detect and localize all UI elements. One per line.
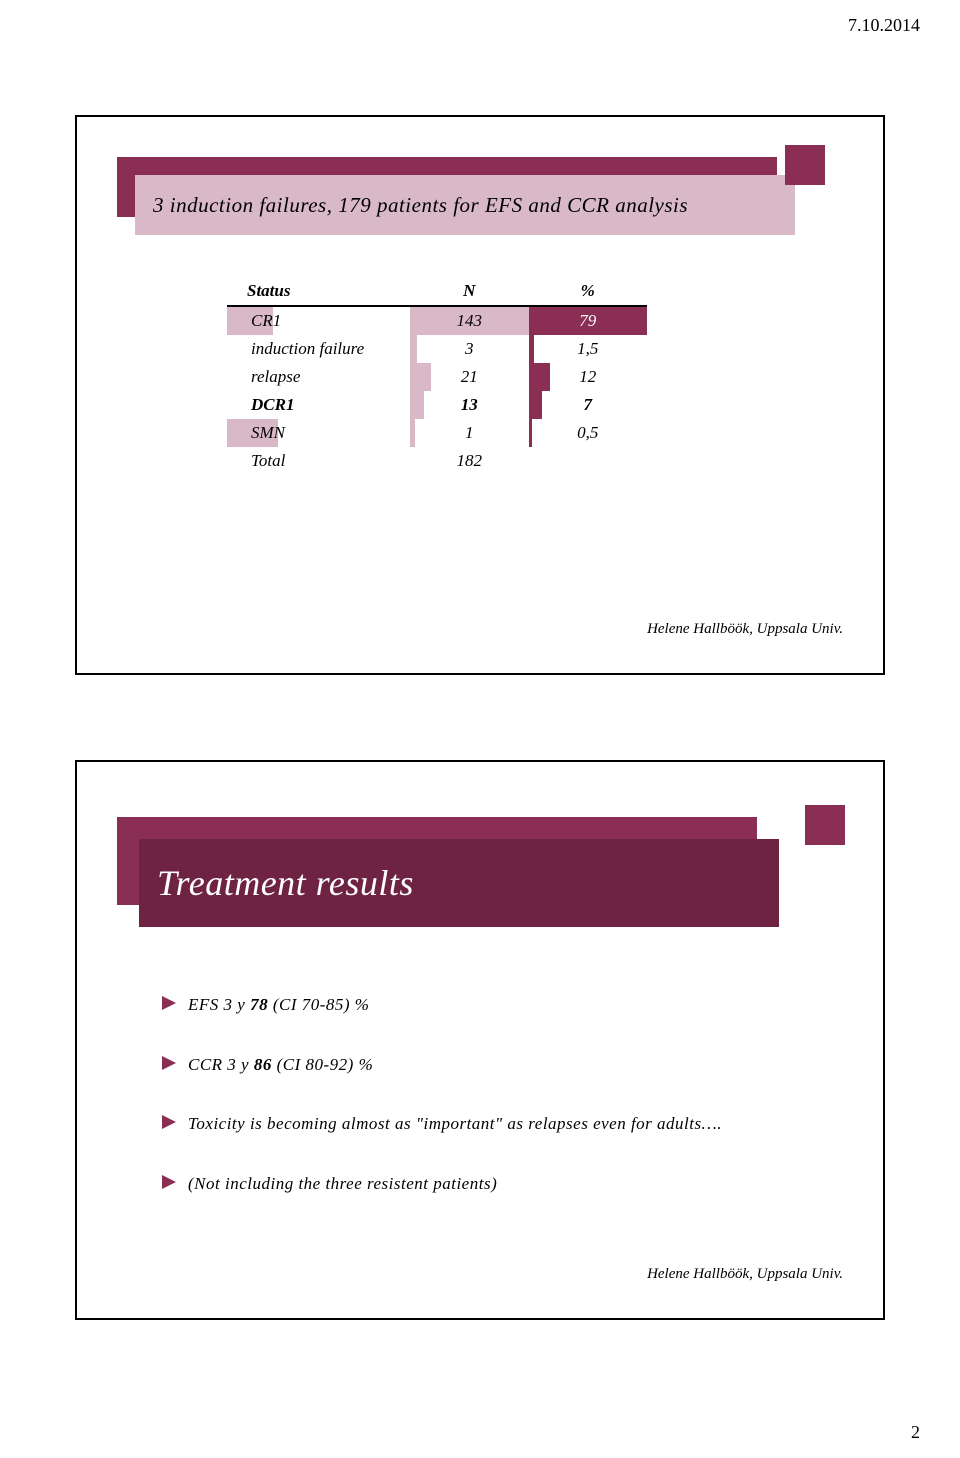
bullet-text-pre: CCR 3 y	[188, 1055, 254, 1074]
table-row: CR1 143 79	[227, 306, 647, 335]
bullet-text-post: (CI 70-85) %	[268, 995, 369, 1014]
header-status: Status	[227, 277, 410, 306]
row-label: Total	[227, 447, 410, 475]
slide2-title: Treatment results	[139, 839, 779, 927]
banner-square	[785, 145, 825, 185]
table-header-row: Status N %	[227, 277, 647, 306]
table-body: CR1 143 79 induction failure 3 1,5 relapse 21 12…	[227, 306, 647, 475]
pct-bar	[529, 391, 542, 419]
table-row: DCR1 13 7	[227, 391, 647, 419]
row-label-text: induction failure	[247, 339, 364, 359]
bullet-arrow-icon	[162, 1056, 176, 1070]
table-row: SMN 1 0,5	[227, 419, 647, 447]
row-pct: 7	[529, 391, 647, 419]
slide2-attribution: Helene Hallböök, Uppsala Univ.	[647, 1266, 843, 1283]
table-row: relapse 21 12	[227, 363, 647, 391]
n-bar	[410, 335, 417, 363]
bullet-text-pre: (Not including the three resistent patie…	[188, 1174, 497, 1193]
bullet-arrow-icon	[162, 996, 176, 1010]
row-n-text: 1	[465, 423, 474, 442]
row-pct-text: 7	[584, 395, 593, 414]
bullet-arrow-icon	[162, 1175, 176, 1189]
row-label-text: CR1	[247, 311, 281, 331]
banner-square	[805, 805, 845, 845]
row-n: 13	[410, 391, 528, 419]
row-pct: 79	[529, 306, 647, 335]
n-bar	[410, 363, 431, 391]
n-bar	[410, 419, 415, 447]
bullet-text-pre: Toxicity is becoming almost as "importan…	[188, 1114, 722, 1133]
row-n: 21	[410, 363, 528, 391]
row-n: 182	[410, 447, 528, 475]
row-pct-text: 79	[579, 311, 596, 330]
row-label-text: DCR1	[247, 395, 294, 415]
bullet-arrow-icon	[162, 1115, 176, 1129]
row-n-text: 3	[465, 339, 474, 358]
slide1-title-banner: 3 induction failures, 179 patients for E…	[117, 157, 797, 237]
row-pct-text: 12	[579, 367, 596, 386]
bullet-text: CCR 3 y 86 (CI 80-92) %	[188, 1052, 373, 1078]
row-label-text: SMN	[247, 423, 285, 443]
bullet-text: Toxicity is becoming almost as "importan…	[188, 1111, 722, 1137]
pct-bar	[529, 363, 550, 391]
bullet-text: EFS 3 y 78 (CI 70-85) %	[188, 992, 369, 1018]
row-label: DCR1	[227, 391, 410, 419]
row-n-text: 13	[461, 395, 478, 414]
row-label: SMN	[227, 419, 410, 447]
bullet-text-bold: 78	[250, 995, 268, 1014]
slide2-title-banner: Treatment results	[117, 817, 817, 937]
slide-1: 3 induction failures, 179 patients for E…	[75, 115, 885, 675]
header-n: N	[410, 277, 528, 306]
row-n: 143	[410, 306, 528, 335]
table-row: induction failure 3 1,5	[227, 335, 647, 363]
row-pct-text: 0,5	[577, 423, 598, 442]
page-date: 7.10.2014	[848, 15, 920, 36]
bullet-list: EFS 3 y 78 (CI 70-85) % CCR 3 y 86 (CI 80…	[162, 992, 802, 1196]
row-pct-text: 1,5	[577, 339, 598, 358]
row-n-text: 182	[457, 451, 483, 470]
row-pct	[529, 447, 647, 475]
bullet-text: (Not including the three resistent patie…	[188, 1171, 497, 1197]
slide1-title-text: 3 induction failures, 179 patients for E…	[153, 193, 688, 218]
table-row: Total 182	[227, 447, 647, 475]
row-label-text: Total	[247, 451, 285, 471]
slide-2: Treatment results EFS 3 y 78 (CI 70-85) …	[75, 760, 885, 1320]
slide1-title: 3 induction failures, 179 patients for E…	[135, 175, 795, 235]
row-label-text: relapse	[247, 367, 300, 387]
row-label: relapse	[227, 363, 410, 391]
pct-bar	[529, 419, 533, 447]
row-pct: 12	[529, 363, 647, 391]
row-n-text: 21	[461, 367, 478, 386]
status-table: Status N % CR1 143 79 induction failure 3 1,5…	[227, 277, 647, 475]
bullet-text-bold: 86	[254, 1055, 272, 1074]
row-label: induction failure	[227, 335, 410, 363]
bullet-item: EFS 3 y 78 (CI 70-85) %	[162, 992, 802, 1018]
row-label: CR1	[227, 306, 410, 335]
slide2-title-text: Treatment results	[157, 862, 414, 904]
row-n: 1	[410, 419, 528, 447]
row-pct: 1,5	[529, 335, 647, 363]
bullet-item: Toxicity is becoming almost as "importan…	[162, 1111, 802, 1137]
page-number: 2	[911, 1422, 920, 1443]
row-pct: 0,5	[529, 419, 647, 447]
n-bar	[410, 391, 424, 419]
slide1-attribution: Helene Hallböök, Uppsala Univ.	[647, 621, 843, 638]
header-pct: %	[529, 277, 647, 306]
bullet-text-post: (CI 80-92) %	[272, 1055, 373, 1074]
bullet-item: CCR 3 y 86 (CI 80-92) %	[162, 1052, 802, 1078]
row-n: 3	[410, 335, 528, 363]
pct-bar	[529, 335, 535, 363]
row-n-text: 143	[457, 311, 483, 330]
bullet-text-pre: EFS 3 y	[188, 995, 250, 1014]
bullet-item: (Not including the three resistent patie…	[162, 1171, 802, 1197]
